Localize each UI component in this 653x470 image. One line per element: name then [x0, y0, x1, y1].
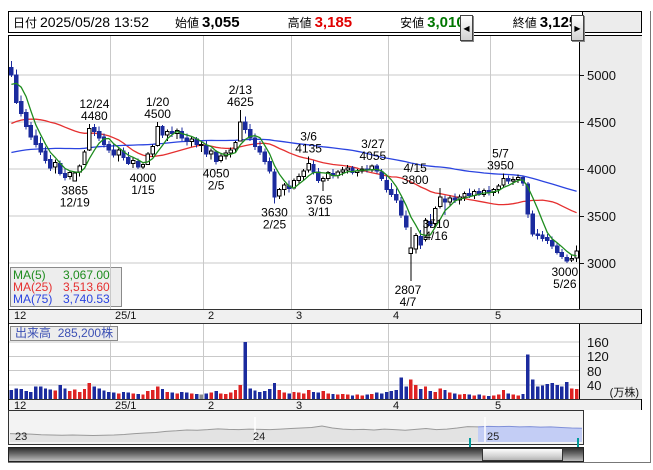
low-value: 3,010 [427, 13, 465, 31]
svg-text:12/19: 12/19 [60, 196, 90, 210]
svg-text:4000: 4000 [130, 171, 157, 185]
open-label: 始値 [175, 15, 200, 30]
close-value: 3,125 [539, 13, 578, 31]
month-label: 4 [393, 400, 400, 412]
month-label: 12 [14, 310, 27, 322]
svg-text:2/5: 2/5 [208, 178, 225, 192]
close-label: 終値 [512, 15, 537, 30]
svg-text:3000: 3000 [551, 265, 578, 279]
open-value: 3,055 [202, 13, 240, 31]
high-value: 3,185 [314, 13, 353, 31]
volume-tick-label: 120 [587, 349, 609, 365]
month-label: 5 [495, 310, 502, 322]
candlestick-plot[interactable]: MA(5) 3,067.00 MA(25) 3,513.60 MA(75) 3,740.5… [9, 36, 579, 309]
month-label: 5 [495, 400, 502, 412]
svg-text:2/25: 2/25 [263, 218, 287, 232]
price-tick-label: 5000 [587, 68, 616, 83]
navigator-right-handle-button[interactable]: ▶ [571, 15, 584, 41]
month-label: 2 [208, 310, 215, 322]
volume-value: 285,200株 [57, 326, 114, 340]
svg-text:4/16: 4/16 [424, 229, 448, 243]
svg-text:4055: 4055 [359, 149, 386, 163]
svg-text:3800: 3800 [402, 173, 429, 187]
left-arrow-icon: ◀ [463, 23, 470, 33]
navigator-year-label: 25 [487, 431, 500, 443]
svg-text:1/15: 1/15 [131, 183, 155, 197]
navigator-year-label: 23 [15, 431, 28, 443]
price-axis-panel: 5000 4500 4000 3500 3000 [579, 36, 642, 309]
svg-text:4625: 4625 [227, 95, 254, 109]
volume-tick-label: 160 [587, 335, 609, 350]
volume-legend-box: 出来高 285,200株 [10, 326, 119, 341]
ohlc-info-bar: 日付 2025/05/28 13:52 始値 3,055 高値 3,185 安値… [8, 11, 642, 33]
svg-text:4500: 4500 [144, 107, 171, 121]
month-label: 3 [296, 400, 303, 412]
volume-axis-panel: 160 120 80 40 (万株) [579, 324, 642, 399]
svg-text:4/7: 4/7 [400, 295, 417, 309]
month-label: 25/1 [115, 400, 137, 412]
svg-text:4/15: 4/15 [403, 161, 427, 175]
svg-text:3/11: 3/11 [308, 205, 331, 219]
range-start-tick [469, 438, 471, 451]
volume-tick-label: 40 [587, 377, 602, 393]
scrollbar-thumb[interactable] [482, 448, 563, 461]
volume-unit-label: (万株) [609, 387, 639, 399]
volume-tick-label: 80 [587, 363, 602, 379]
month-label: 3 [296, 310, 303, 322]
chart-widget: 日付 2025/05/28 13:52 始値 3,055 高値 3,185 安値… [8, 11, 651, 463]
volume-date-axis: 12 25/1 2 3 4 5 [9, 399, 641, 412]
svg-text:3865: 3865 [61, 184, 88, 198]
right-arrow-icon: ▶ [574, 23, 581, 33]
svg-text:2/13: 2/13 [229, 83, 253, 97]
svg-text:5/7: 5/7 [492, 147, 509, 161]
volume-label: 出来高 [15, 326, 52, 340]
svg-text:3765: 3765 [306, 193, 333, 207]
svg-text:3510: 3510 [423, 217, 450, 231]
horizontal-scrollbar[interactable] [8, 447, 584, 462]
svg-text:5/26: 5/26 [553, 277, 577, 291]
month-label: 4 [393, 310, 400, 322]
header-corner-filler [582, 12, 641, 32]
range-navigator[interactable]: 23 24 25 [8, 410, 584, 445]
date-label: 日付 [13, 15, 38, 30]
ma-legend-row: MA(75) 3,740.53 [13, 292, 110, 306]
month-label: 2 [208, 400, 215, 412]
price-tick-label: 3500 [587, 208, 616, 224]
price-tick-label: 3000 [587, 255, 616, 271]
svg-text:4480: 4480 [81, 109, 108, 123]
svg-text:12/24: 12/24 [79, 97, 109, 111]
month-label: 25/1 [115, 310, 137, 322]
svg-text:3/6: 3/6 [300, 129, 317, 143]
low-label: 安値 [400, 15, 425, 30]
navigator-year-label: 24 [253, 431, 266, 443]
price-tick-label: 4500 [587, 114, 616, 130]
navigator-left-handle-button[interactable]: ◀ [460, 15, 473, 41]
volume-plot[interactable]: 出来高 285,200株 [9, 324, 579, 399]
svg-text:3950: 3950 [487, 159, 514, 173]
month-label: 12 [14, 400, 27, 412]
svg-text:4135: 4135 [295, 141, 322, 155]
svg-text:4050: 4050 [203, 166, 230, 180]
high-label: 高値 [287, 15, 312, 30]
svg-text:3/27: 3/27 [361, 137, 385, 151]
svg-text:1/20: 1/20 [146, 95, 170, 109]
chart-frame: MA(5) 3,067.00 MA(25) 3,513.60 MA(75) 3,740.5… [8, 35, 642, 412]
svg-text:2807: 2807 [395, 283, 422, 297]
main-date-axis: 12 25/1 2 3 4 5 [9, 309, 641, 324]
ma-legend-row: MA(25) 3,513.60 [13, 280, 110, 294]
ma-legend-box: MA(5) 3,067.00 MA(25) 3,513.60 MA(75) 3,740.5… [10, 267, 122, 307]
ma-legend-row: MA(5) 3,067.00 [13, 268, 110, 282]
range-end-tick [577, 438, 579, 451]
date-value: 2025/05/28 13:52 [40, 14, 150, 30]
price-tick-label: 4000 [587, 161, 616, 177]
svg-text:3630: 3630 [261, 206, 288, 220]
